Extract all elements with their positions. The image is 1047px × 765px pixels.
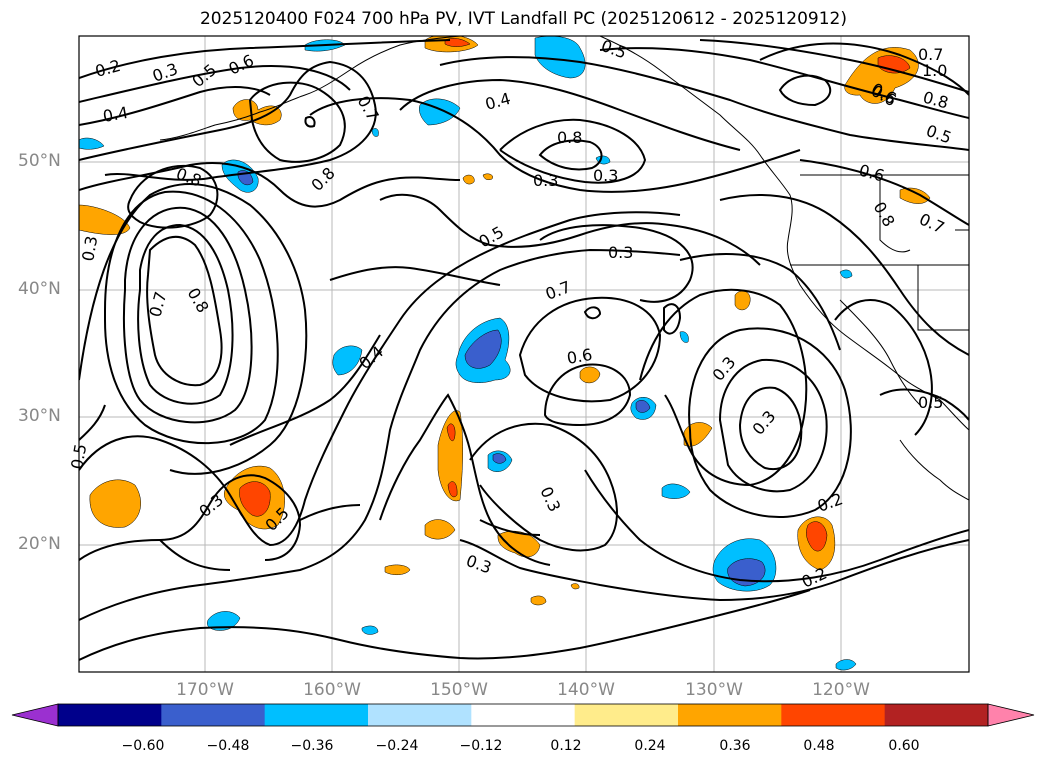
colorbar-segment [884,704,989,726]
contour-label: 0.3 [533,171,558,190]
colorbar-tick: 0.12 [550,738,582,754]
contour-label: 0.8 [557,128,582,147]
colorbar-segment [161,704,266,726]
colorbar-tick: 0.48 [803,738,835,754]
colorbar-segment [678,704,782,726]
map-frame [78,35,970,673]
contour-label: 0.6 [565,345,593,368]
colorbar-tick: −0.12 [459,738,503,754]
positive-pv-shading [79,36,931,606]
pv-contours [79,39,969,661]
colorbar-segments [58,704,989,726]
map-panel: 0.2 0.3 0.5 0.6 0.4 0.7 0.8 0.5 0.6 0.7 … [67,35,970,673]
colorbar-tick: 0.36 [719,738,751,754]
colorbar-tick: −0.36 [290,738,334,754]
map-title: 2025120400 F024 700 hPa PV, IVT Landfall… [199,9,847,29]
colorbar-segment [58,704,162,726]
colorbar-segment [368,704,472,726]
colorbar-segment [264,704,369,726]
colorbar-min-arrow [11,703,59,727]
colorbar-tick: −0.24 [375,738,419,754]
colorbar-frame [57,703,989,727]
lon-label-170w: 170°W [176,680,234,700]
colorbar-segment [781,704,886,726]
lon-label-120w: 120°W [812,680,870,700]
colorbar-segment [574,704,679,726]
colorbar-segment [471,704,576,726]
contour-label: 0.3 [608,243,633,262]
contour-label: 0.3 [593,166,618,185]
colorbar-tick: −0.48 [206,738,250,754]
lon-label-160w: 160°W [303,680,361,700]
colorbar-max-arrow [987,703,1035,727]
colorbar-tick: 0.24 [634,738,666,754]
contour-label: 0.4 [101,103,129,126]
lon-label-130w: 130°W [685,680,743,700]
lat-label-20n: 20°N [18,534,61,554]
contour-label: 0.7 [918,45,943,64]
coastlines [159,36,969,501]
colorbar [11,703,1035,727]
contour-label: 0.3 [78,234,101,262]
lat-label-30n: 30°N [18,406,61,426]
lat-label-50n: 50°N [18,151,61,171]
lon-label-150w: 150°W [430,680,488,700]
contour-label: 1.0 [922,61,947,80]
contour-label: 0.5 [918,393,943,412]
colorbar-tick: −0.60 [121,738,165,754]
lon-label-140w: 140°W [557,680,615,700]
lat-label-40n: 40°N [18,279,61,299]
colorbar-tick: 0.60 [888,738,920,754]
